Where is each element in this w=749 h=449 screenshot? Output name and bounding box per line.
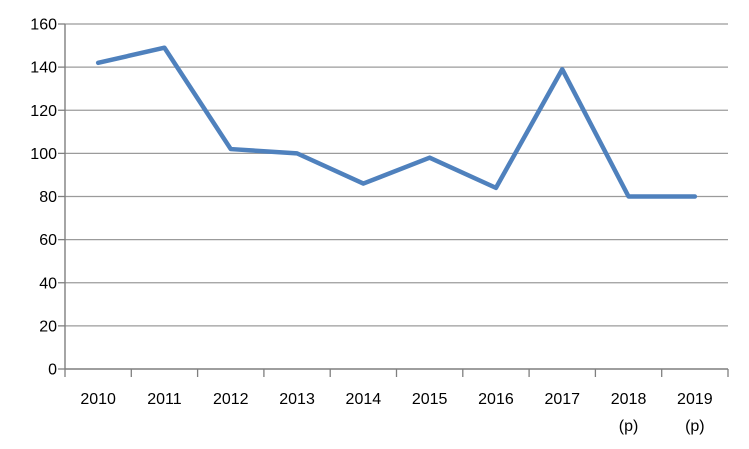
y-axis-tick-label: 0 xyxy=(48,362,57,379)
x-axis-tick-label: 2015 xyxy=(412,391,448,408)
x-axis-tick-label: 2019 xyxy=(677,391,713,408)
x-axis-tick-label: 2016 xyxy=(478,391,514,408)
x-axis-tick-label: 2010 xyxy=(80,391,116,408)
y-axis-tick-label: 160 xyxy=(30,17,57,34)
x-axis-tick-label-line2: (p) xyxy=(619,418,639,435)
x-axis-tick-label: 2012 xyxy=(213,391,249,408)
x-axis-tick-label: 2018 xyxy=(611,391,647,408)
data-series-line xyxy=(95,45,698,199)
y-axis-tick-label: 60 xyxy=(39,232,57,249)
x-axis-tick-label: 2014 xyxy=(346,391,382,408)
y-axis-tick-label: 40 xyxy=(39,275,57,292)
x-axis-tick-label: 2017 xyxy=(544,391,580,408)
y-axis-tick-label: 120 xyxy=(30,103,57,120)
y-axis-tick-label: 100 xyxy=(30,146,57,163)
x-axis-tick-label: 2011 xyxy=(147,391,182,408)
y-axis-tick-label: 140 xyxy=(30,60,57,77)
y-axis-tick-label: 20 xyxy=(39,318,57,335)
x-axis-tick-label-line2: (p) xyxy=(685,418,705,435)
y-axis-tick-label: 80 xyxy=(39,189,57,206)
x-axis-tick-label: 2013 xyxy=(279,391,315,408)
